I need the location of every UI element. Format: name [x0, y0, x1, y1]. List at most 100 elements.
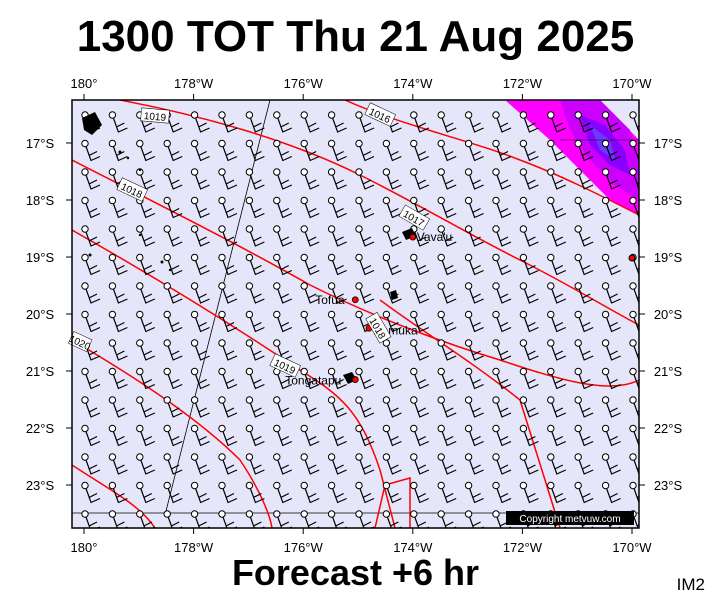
wind-barb	[601, 253, 621, 276]
place-dot	[409, 233, 417, 241]
wind-barb	[218, 282, 238, 304]
wind-barb	[108, 253, 128, 276]
wind-barb	[492, 367, 512, 390]
wind-barb	[136, 367, 156, 390]
wind-barb	[547, 310, 567, 333]
place-label: Tofua	[315, 293, 345, 307]
wind-barb	[574, 225, 594, 247]
wind-barb	[410, 139, 430, 162]
wind-barb	[218, 196, 238, 219]
wind-barb	[492, 396, 512, 418]
wind-barb	[218, 168, 238, 190]
lat-tick-label: 22°S	[654, 421, 683, 436]
wind-barb	[136, 424, 156, 447]
wind-barb	[382, 510, 402, 528]
wind-barb	[300, 139, 320, 162]
wind-barb	[136, 396, 156, 418]
wind-barb	[382, 367, 402, 390]
wind-barb	[108, 396, 128, 418]
wind-barb	[327, 367, 347, 390]
wind-barb	[245, 339, 265, 361]
wind-barb	[574, 481, 594, 504]
wind-barb	[163, 396, 183, 418]
wind-barb	[300, 481, 320, 504]
wind-barb	[574, 424, 594, 447]
wind-barb	[492, 139, 512, 162]
wind-barb	[81, 510, 101, 528]
wind-barb	[218, 510, 238, 528]
wind-barb	[519, 396, 539, 418]
wind-barb	[327, 396, 347, 418]
wind-barb	[163, 168, 183, 190]
wind-barb	[547, 396, 567, 418]
wind-barb	[245, 196, 265, 219]
wind-barb	[190, 510, 210, 528]
wind-barb	[273, 196, 293, 219]
wind-barb	[547, 225, 567, 247]
wind-barb	[437, 253, 457, 276]
wind-barb	[81, 453, 101, 475]
wind-barb	[327, 225, 347, 247]
wind-barb	[190, 196, 210, 219]
wind-barb	[81, 424, 101, 447]
wind-barb	[273, 453, 293, 475]
map-title: 1300 TOT Thu 21 Aug 2025	[76, 12, 635, 61]
wind-barb	[190, 339, 210, 361]
lon-tick-label: 170°W	[612, 540, 652, 555]
boundary-line	[164, 100, 271, 516]
wind-barb	[355, 453, 375, 475]
wind-barb	[136, 282, 156, 304]
wind-barb	[273, 139, 293, 162]
place-label: Vava'u	[417, 230, 452, 244]
wind-barb	[464, 310, 484, 333]
forecast-label: Forecast +6 hr	[231, 552, 480, 593]
wind-barb	[547, 367, 567, 390]
wind-barb	[355, 339, 375, 361]
wind-barb	[81, 168, 101, 190]
wind-barb	[464, 196, 484, 219]
lon-tick-label: 172°W	[503, 540, 543, 555]
wind-barb	[410, 253, 430, 276]
wind-barb	[300, 253, 320, 276]
wind-barb	[547, 453, 567, 475]
wind-barb	[300, 310, 320, 333]
wind-barb	[464, 168, 484, 190]
wind-barb	[327, 282, 347, 304]
wind-barb	[437, 310, 457, 333]
wind-barb	[190, 424, 210, 447]
wind-barb	[190, 310, 210, 333]
wind-barb	[464, 225, 484, 247]
wind-barb	[300, 367, 320, 390]
wind-barb	[355, 111, 375, 133]
wind-barb	[601, 310, 621, 333]
wind-barb	[108, 196, 128, 219]
wind-barb	[437, 225, 457, 247]
lat-tick-label: 17°S	[26, 136, 55, 151]
wind-barb	[382, 481, 402, 504]
wind-barb	[382, 139, 402, 162]
wind-barb	[519, 339, 539, 361]
wind-barb	[190, 111, 210, 133]
wind-barb	[190, 139, 210, 162]
wind-barb	[81, 310, 101, 333]
wind-barb	[601, 196, 621, 219]
wind-barb	[108, 111, 128, 133]
wind-barb	[327, 424, 347, 447]
wind-barb	[218, 310, 238, 333]
wind-barb	[108, 453, 128, 475]
wind-barb	[437, 424, 457, 447]
isobar-label: 1019	[143, 111, 167, 124]
lon-tick-label: 176°W	[284, 76, 324, 91]
wind-barb	[218, 253, 238, 276]
wind-barb	[574, 253, 594, 276]
wind-barb	[190, 282, 210, 304]
wind-barb	[218, 111, 238, 133]
lon-tick-label: 180°	[71, 76, 98, 91]
wind-barb	[163, 339, 183, 361]
wind-barb	[273, 396, 293, 418]
wind-barb	[245, 139, 265, 162]
wind-barb	[108, 424, 128, 447]
wind-barb	[190, 168, 210, 190]
wind-barb	[492, 282, 512, 304]
wind-barb	[601, 453, 621, 475]
